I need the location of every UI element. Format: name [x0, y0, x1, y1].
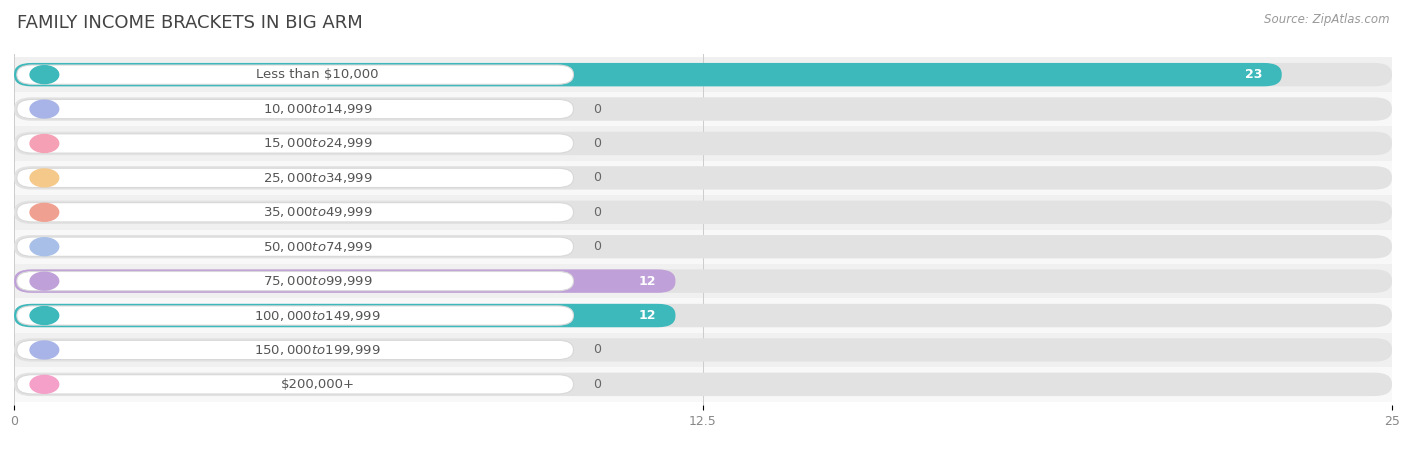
Text: 0: 0	[593, 240, 600, 253]
FancyBboxPatch shape	[14, 373, 1392, 396]
Circle shape	[30, 135, 59, 153]
Text: Less than $10,000: Less than $10,000	[256, 68, 378, 81]
Text: FAMILY INCOME BRACKETS IN BIG ARM: FAMILY INCOME BRACKETS IN BIG ARM	[17, 14, 363, 32]
Circle shape	[30, 375, 59, 393]
Circle shape	[30, 238, 59, 256]
FancyBboxPatch shape	[17, 65, 574, 84]
FancyBboxPatch shape	[17, 202, 574, 222]
Text: $75,000 to $99,999: $75,000 to $99,999	[263, 274, 373, 288]
FancyBboxPatch shape	[14, 201, 1392, 224]
FancyBboxPatch shape	[14, 230, 1392, 264]
FancyBboxPatch shape	[14, 195, 1392, 230]
Text: 0: 0	[593, 378, 600, 391]
FancyBboxPatch shape	[17, 134, 574, 153]
FancyBboxPatch shape	[17, 306, 574, 325]
FancyBboxPatch shape	[14, 270, 1392, 293]
FancyBboxPatch shape	[14, 63, 1282, 86]
Text: $150,000 to $199,999: $150,000 to $199,999	[254, 343, 381, 357]
Text: 0: 0	[593, 137, 600, 150]
Text: $100,000 to $149,999: $100,000 to $149,999	[254, 309, 381, 323]
FancyBboxPatch shape	[14, 270, 675, 293]
FancyBboxPatch shape	[14, 264, 1392, 298]
Text: 0: 0	[593, 206, 600, 219]
Text: 12: 12	[638, 309, 657, 322]
Circle shape	[30, 66, 59, 84]
Text: 0: 0	[593, 171, 600, 184]
FancyBboxPatch shape	[14, 367, 1392, 401]
FancyBboxPatch shape	[17, 271, 574, 291]
FancyBboxPatch shape	[14, 166, 1392, 189]
FancyBboxPatch shape	[17, 340, 574, 360]
FancyBboxPatch shape	[14, 304, 675, 327]
FancyBboxPatch shape	[14, 63, 1392, 86]
Text: $15,000 to $24,999: $15,000 to $24,999	[263, 136, 373, 150]
FancyBboxPatch shape	[17, 168, 574, 188]
Text: $25,000 to $34,999: $25,000 to $34,999	[263, 171, 373, 185]
Text: $10,000 to $14,999: $10,000 to $14,999	[263, 102, 373, 116]
Circle shape	[30, 169, 59, 187]
FancyBboxPatch shape	[14, 304, 1392, 327]
Text: 0: 0	[593, 103, 600, 116]
Text: 0: 0	[593, 343, 600, 356]
Circle shape	[30, 341, 59, 359]
Text: $200,000+: $200,000+	[280, 378, 354, 391]
FancyBboxPatch shape	[17, 237, 574, 256]
Text: 23: 23	[1246, 68, 1263, 81]
FancyBboxPatch shape	[14, 333, 1392, 367]
FancyBboxPatch shape	[14, 97, 1392, 121]
FancyBboxPatch shape	[14, 298, 1392, 333]
FancyBboxPatch shape	[14, 161, 1392, 195]
FancyBboxPatch shape	[14, 132, 1392, 155]
Circle shape	[30, 203, 59, 221]
Circle shape	[30, 100, 59, 118]
Text: 12: 12	[638, 274, 657, 288]
Text: Source: ZipAtlas.com: Source: ZipAtlas.com	[1264, 14, 1389, 27]
FancyBboxPatch shape	[14, 58, 1392, 92]
Text: $35,000 to $49,999: $35,000 to $49,999	[263, 205, 373, 219]
FancyBboxPatch shape	[17, 99, 574, 119]
FancyBboxPatch shape	[14, 338, 1392, 362]
Circle shape	[30, 272, 59, 290]
FancyBboxPatch shape	[14, 235, 1392, 258]
FancyBboxPatch shape	[17, 375, 574, 394]
Circle shape	[30, 306, 59, 324]
FancyBboxPatch shape	[14, 126, 1392, 161]
FancyBboxPatch shape	[14, 92, 1392, 126]
Text: $50,000 to $74,999: $50,000 to $74,999	[263, 240, 373, 254]
